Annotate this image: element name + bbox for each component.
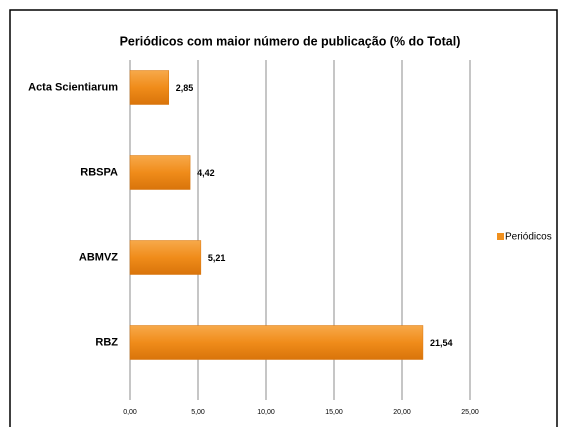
x-tick-label: 15,00 (325, 409, 343, 416)
value-label: 5,21 (208, 253, 226, 263)
value-label: 2,85 (176, 83, 194, 93)
y-tick-label: Acta Scientiarum (28, 81, 118, 93)
bar (129, 325, 424, 360)
legend-label: Periódicos (505, 232, 552, 243)
chart-title: Periódicos com maior número de publicaçã… (120, 34, 461, 48)
x-tick-label: 10,00 (257, 409, 275, 416)
y-tick-label: RBSPA (80, 166, 118, 178)
x-tick-label: 0,00 (123, 409, 137, 416)
value-label: 21,54 (430, 338, 453, 348)
y-tick-label: RBZ (95, 336, 118, 348)
bar (129, 240, 202, 275)
x-tick-label: 20,00 (393, 409, 411, 416)
legend-swatch (497, 233, 504, 240)
y-tick-label: ABMVZ (79, 251, 118, 263)
value-label: 4,42 (197, 168, 215, 178)
x-tick-label: 25,00 (461, 409, 479, 416)
bar (129, 155, 191, 190)
bar (129, 70, 170, 105)
x-tick-label: 5,00 (191, 409, 205, 416)
frame (9, 9, 558, 427)
